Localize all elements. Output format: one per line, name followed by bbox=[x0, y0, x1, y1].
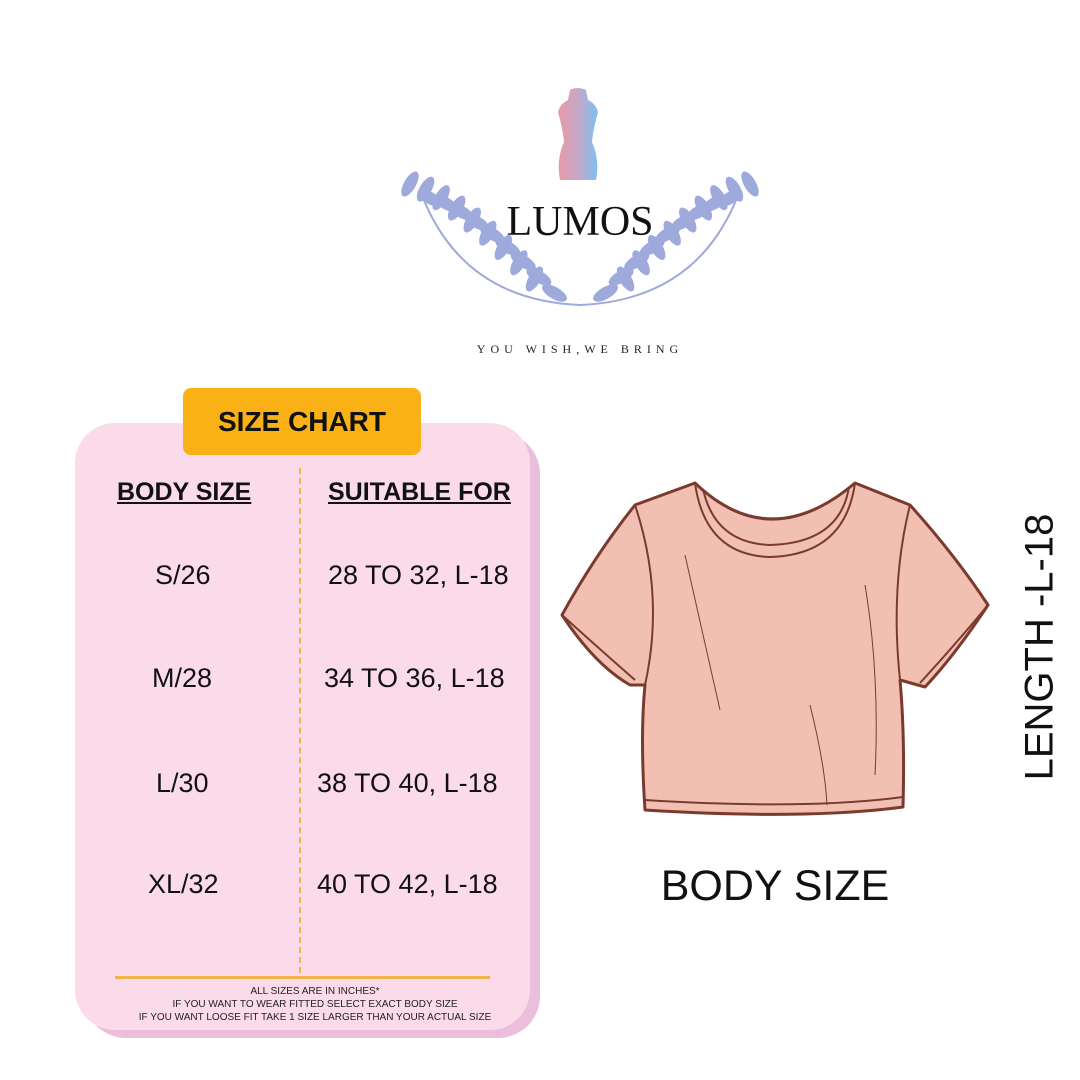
laurel-leaf bbox=[632, 250, 650, 276]
brand-tagline: YOU WISH,WE BRING bbox=[476, 342, 684, 356]
row-size: L/30 bbox=[156, 768, 209, 798]
laurel-leaf bbox=[647, 234, 666, 260]
row-fit: 38 TO 40, L-18 bbox=[317, 768, 498, 798]
laurel-leaf bbox=[679, 207, 697, 233]
laurel-leaf bbox=[663, 220, 681, 246]
note: IF YOU WANT LOOSE FIT TAKE 1 SIZE LARGER… bbox=[138, 1012, 492, 1023]
laurel-stem bbox=[419, 189, 741, 307]
laurel-leaf bbox=[593, 284, 619, 302]
crop-top-illustration bbox=[560, 481, 990, 816]
laurel-leaf bbox=[401, 171, 419, 197]
header-body-size: BODY SIZE bbox=[117, 478, 252, 506]
row-size: XL/32 bbox=[148, 869, 219, 899]
brand-logo: LUMOS YOU WISH,WE BRING bbox=[400, 80, 760, 370]
laurel-leaf bbox=[541, 284, 567, 302]
laurel-leaf bbox=[479, 220, 497, 246]
row-fit: 34 TO 36, L-18 bbox=[324, 663, 505, 693]
laurel-leaf bbox=[725, 176, 744, 202]
row-fit: 28 TO 32, L-18 bbox=[328, 560, 509, 590]
notes-divider bbox=[115, 976, 490, 979]
laurel-mannequin-graphic bbox=[401, 88, 759, 307]
header-suitable-for: SUITABLE FOR bbox=[328, 478, 511, 506]
mannequin-icon bbox=[558, 88, 598, 180]
column-divider bbox=[299, 468, 301, 973]
row-size: S/26 bbox=[155, 560, 211, 590]
laurel-leaf bbox=[510, 250, 528, 276]
length-label: LENGTH -L-18 bbox=[1015, 497, 1065, 797]
laurel-leaf bbox=[494, 234, 513, 260]
laurel-leaf bbox=[741, 171, 759, 197]
laurel-leaf bbox=[463, 207, 481, 233]
laurel-leaf bbox=[525, 266, 544, 292]
laurel-leaf bbox=[447, 195, 466, 221]
laurel-leaf bbox=[694, 195, 713, 221]
size-chart-badge: SIZE CHART bbox=[183, 388, 421, 455]
laurel-leaf bbox=[416, 176, 435, 202]
garment-caption: BODY SIZE bbox=[660, 862, 890, 910]
laurel-leaf bbox=[616, 266, 635, 292]
laurel-leaf bbox=[710, 185, 728, 211]
brand-name: LUMOS bbox=[506, 199, 654, 245]
length-text: LENGTH -L-18 bbox=[1017, 513, 1062, 781]
note: IF YOU WANT TO WEAR FITTED SELECT EXACT … bbox=[172, 999, 458, 1010]
size-chart-card bbox=[75, 423, 530, 1030]
laurel-leaf bbox=[432, 185, 450, 211]
row-fit: 40 TO 42, L-18 bbox=[317, 869, 498, 899]
note: ALL SIZES ARE IN INCHES* bbox=[250, 986, 380, 997]
row-size: M/28 bbox=[152, 663, 213, 693]
